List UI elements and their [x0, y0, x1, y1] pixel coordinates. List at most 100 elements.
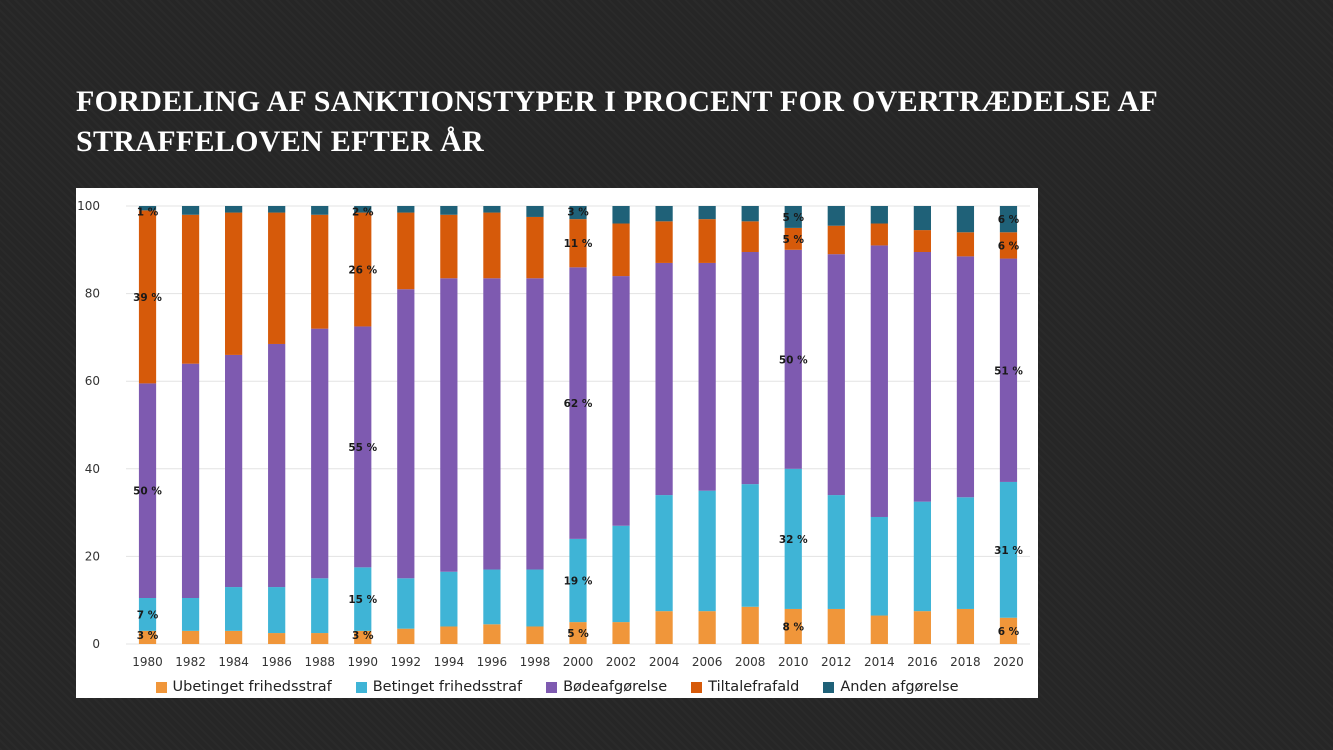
bar-segment	[870, 245, 888, 517]
x-tick-label: 2018	[950, 655, 981, 669]
legend-item: Tiltalefrafald	[691, 679, 799, 695]
x-tick-label: 1990	[347, 655, 378, 669]
bar-segment	[440, 214, 458, 279]
data-label: 1 %	[137, 206, 159, 218]
bar-segment	[784, 608, 802, 644]
bar-segment	[181, 363, 200, 599]
bar-segment	[956, 497, 975, 609]
legend-swatch	[691, 681, 703, 693]
x-tick-label: 2008	[735, 655, 766, 669]
x-tick-label: 2012	[821, 655, 852, 669]
bar-segment	[268, 212, 286, 344]
bar-segment	[999, 617, 1018, 644]
x-tick-label: 2016	[907, 655, 938, 669]
bar-segment	[741, 606, 759, 644]
bar-segment	[138, 206, 157, 211]
bar-segment	[483, 569, 501, 625]
data-label: 5 %	[782, 212, 804, 224]
bar-segment	[138, 598, 157, 631]
legend-swatch	[823, 681, 835, 693]
legend-item: Betinget frihedsstraf	[355, 679, 522, 695]
bar-segment	[268, 633, 286, 644]
bar-segment	[913, 206, 931, 231]
bar-segment	[397, 212, 415, 290]
bar-segment	[741, 484, 759, 607]
bar-segment	[397, 206, 415, 213]
legend-label: Anden afgørelse	[840, 679, 959, 695]
bar-segment	[655, 495, 673, 612]
data-label: 3 %	[137, 630, 159, 642]
bar-segment	[569, 622, 587, 644]
bar-segment	[870, 516, 888, 616]
bar-segment	[827, 254, 845, 496]
legend-item: Anden afgørelse	[823, 679, 959, 695]
bar-segment	[354, 326, 372, 568]
data-label: 26 %	[348, 265, 377, 277]
data-label: 7 %	[137, 609, 159, 621]
bar-segment	[999, 481, 1018, 618]
bar-segment	[354, 212, 372, 327]
bar-segment	[138, 630, 157, 644]
data-label: 5 %	[782, 234, 804, 246]
bar-segment	[138, 210, 157, 384]
bar-segment	[569, 267, 587, 539]
bar-segment	[311, 328, 329, 579]
bar-segment	[354, 206, 372, 213]
bar-segment	[956, 608, 975, 644]
x-tick-label: 2002	[606, 655, 637, 669]
x-tick-label: 2014	[864, 655, 895, 669]
bar-segment	[655, 221, 673, 263]
data-label: 2 %	[352, 206, 374, 218]
data-label: 55 %	[348, 442, 377, 454]
bar-segment	[870, 206, 888, 224]
x-tick-label: 1998	[520, 655, 551, 669]
bar-segment	[999, 232, 1018, 259]
data-label: 6 %	[998, 626, 1020, 638]
bar-segment	[655, 206, 673, 222]
data-label: 31 %	[994, 545, 1023, 557]
bar-segment	[741, 221, 759, 252]
legend-item: Bødeafgørelse	[546, 679, 667, 695]
bar-segment	[397, 289, 415, 579]
bar-segment	[483, 278, 501, 570]
x-tick-label: 1982	[175, 655, 206, 669]
bar-segment	[225, 212, 243, 355]
x-tick-label: 2000	[563, 655, 594, 669]
bar-segment	[741, 206, 759, 222]
chart-legend: Ubetinget frihedsstraf Betinget frihedsst…	[76, 677, 1038, 697]
bar-segment	[956, 232, 975, 257]
bar-segment	[612, 206, 630, 224]
y-tick-label: 100	[77, 199, 100, 213]
bar-segment	[870, 615, 888, 644]
data-label: 8 %	[782, 621, 804, 633]
bar-segment	[655, 611, 673, 644]
x-tick-label: 1994	[434, 655, 465, 669]
slide-title: FORDELING AF SANKTIONSTYPER I PROCENT FO…	[76, 85, 1157, 158]
bar-segment	[526, 278, 544, 570]
bar-segment	[698, 611, 716, 644]
bar-segment	[913, 501, 931, 612]
legend-swatch	[546, 681, 558, 693]
bar-segment	[913, 251, 931, 502]
bar-segment	[827, 206, 845, 226]
bar-segment	[354, 567, 372, 631]
bar-segment	[268, 587, 286, 634]
data-label: 6 %	[998, 240, 1020, 252]
bar-segment	[569, 206, 587, 220]
bar-segment	[655, 262, 673, 496]
bar-segment	[827, 495, 845, 609]
bar-segment	[268, 343, 286, 588]
bar-segment	[181, 214, 200, 364]
x-tick-label: 2006	[692, 655, 723, 669]
y-tick-label: 60	[85, 374, 100, 388]
legend-label: Tiltalefrafald	[708, 679, 800, 695]
bar-segment	[569, 538, 587, 623]
data-label: 6 %	[998, 214, 1020, 226]
data-label: 11 %	[564, 238, 593, 250]
bar-segment	[612, 525, 630, 623]
legend-label: Ubetinget frihedsstraf	[172, 679, 332, 695]
bar-segment	[612, 622, 630, 644]
bar-segment	[698, 262, 716, 491]
bar-segment	[440, 206, 458, 215]
bar-segment	[225, 354, 243, 588]
